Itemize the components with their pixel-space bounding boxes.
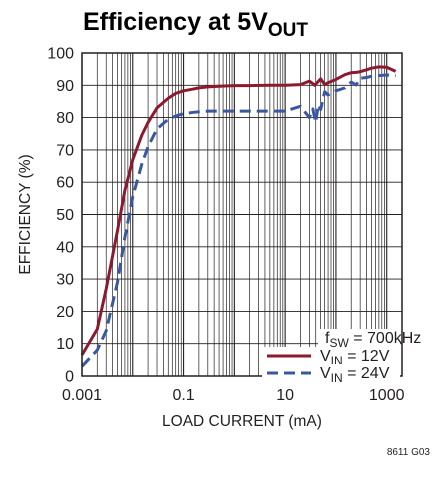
legend-note-bg <box>318 329 400 349</box>
series-line-1 <box>80 65 397 356</box>
legend-label-main: V <box>320 365 331 382</box>
y-tick-label: 10 <box>56 336 74 353</box>
legend-note: fSW = 700kHz <box>325 330 421 350</box>
chart-title-subscript: OUT <box>268 20 309 41</box>
y-axis-label: EFFICIENCY (%) <box>17 154 34 274</box>
series-line-2 <box>80 73 396 368</box>
plot-frame <box>81 52 403 377</box>
y-tick-labels: 0 10 20 30 40 50 60 70 80 90 100 <box>47 46 74 386</box>
y-tick-label: 50 <box>56 207 74 224</box>
chart-title-main: Efficiency at 5V <box>83 8 268 36</box>
legend-label-rest: = 24V <box>343 365 390 382</box>
legend-note-sub: SW <box>329 336 349 350</box>
x-tick-labels: 0.001 0.1 10 1000 <box>62 387 405 404</box>
legend-label-main: V <box>320 348 331 365</box>
y-tick-label: 80 <box>56 110 74 127</box>
legend-entry-bg <box>262 364 400 382</box>
y-tick-label: 60 <box>56 175 74 192</box>
y-tick-label: 20 <box>56 304 74 321</box>
chart-title: Efficiency at 5VOUT <box>83 8 308 41</box>
y-tick-label: 0 <box>65 369 74 386</box>
y-tick-label: 30 <box>56 272 74 289</box>
legend-note-main: f <box>325 330 330 347</box>
x-tick-label: 1000 <box>369 387 405 404</box>
x-tick-label: 10 <box>276 387 294 404</box>
legend-label-rest: = 12V <box>343 348 390 365</box>
legend-label-sub: IN <box>331 371 343 385</box>
legend-entry-bg <box>262 347 400 365</box>
y-tick-label: 90 <box>56 78 74 95</box>
figure-id: 8611 G03 <box>387 447 431 458</box>
y-tick-label: 100 <box>47 46 74 63</box>
legend-note-rest: = 700kHz <box>349 330 421 347</box>
series-layer <box>80 65 397 368</box>
x-tick-label: 0.001 <box>62 387 102 404</box>
x-tick-label: 0.1 <box>172 387 194 404</box>
legend-label-2: VIN = 24V <box>320 365 390 385</box>
y-tick-label: 40 <box>56 239 74 256</box>
x-axis-label: LOAD CURRENT (mA) <box>162 413 322 430</box>
y-tick-label: 70 <box>56 142 74 159</box>
